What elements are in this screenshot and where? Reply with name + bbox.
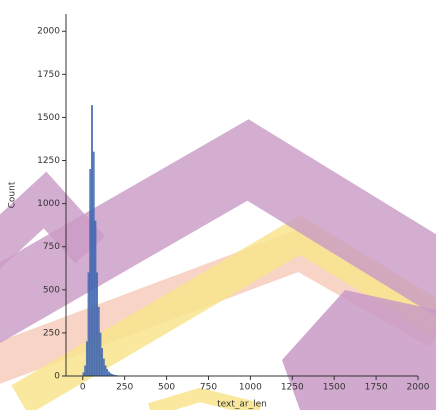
histogram-bar (83, 373, 85, 376)
histogram-bar (89, 169, 91, 376)
y-axis-label: Count (8, 181, 18, 208)
x-tick-label: 750 (200, 383, 217, 393)
x-tick-label: 1000 (239, 383, 262, 393)
histogram-bar (98, 307, 100, 376)
histogram-bar (84, 366, 86, 376)
x-tick-label: 1250 (281, 383, 304, 393)
x-tick-label: 1750 (365, 383, 388, 393)
y-tick-label: 750 (43, 242, 60, 252)
x-tick-label: 1500 (323, 383, 346, 393)
background-decoration (0, 160, 436, 410)
y-tick-label: 2000 (37, 27, 60, 37)
y-tick-label: 1250 (37, 156, 60, 166)
y-tick-label: 1750 (37, 70, 60, 80)
histogram-bar (106, 369, 108, 376)
histogram-bar (94, 221, 96, 376)
histogram-bar (88, 273, 90, 376)
histogram-bar (86, 342, 88, 376)
histogram-bar (105, 366, 107, 376)
y-tick-label: 0 (54, 372, 60, 382)
x-axis-label: text_ar_len (217, 400, 267, 410)
x-tick-label: 2000 (407, 383, 430, 393)
y-tick-label: 250 (43, 328, 60, 338)
y-tick-label: 1000 (37, 199, 60, 209)
chart: Count text_ar_len 0 250 500 750 1000 1250 1500… (0, 0, 436, 410)
histogram-bar (91, 105, 93, 376)
histogram-bar (100, 333, 102, 376)
histogram-bar (103, 359, 105, 376)
histogram-bar (108, 372, 110, 376)
x-tick-label: 250 (116, 383, 133, 393)
histogram-bar (101, 348, 103, 376)
x-tick-label: 0 (80, 383, 86, 393)
x-tick-label: 500 (158, 383, 175, 393)
histogram-bar (96, 273, 98, 376)
histogram-bar (93, 152, 95, 376)
y-tick-label: 500 (43, 285, 60, 295)
y-tick-label: 1500 (37, 113, 60, 123)
